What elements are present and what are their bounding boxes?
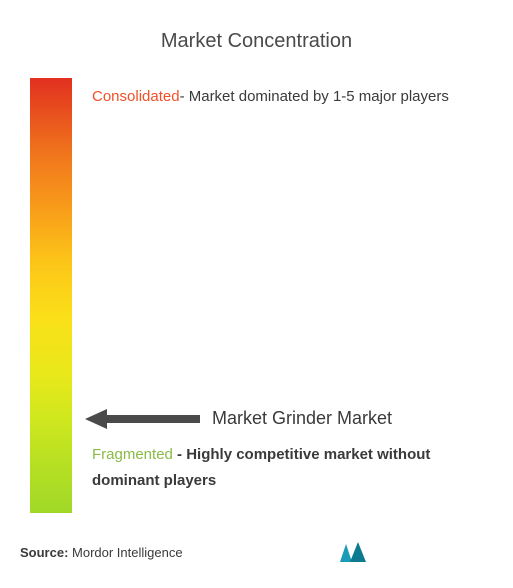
- source-attribution: Source: Mordor Intelligence: [20, 545, 183, 560]
- chart-area: Consolidated- Market dominated by 1-5 ma…: [20, 78, 493, 518]
- consolidated-label: Consolidated- Market dominated by 1-5 ma…: [92, 84, 483, 110]
- concentration-gradient-bar: [30, 78, 72, 513]
- consolidated-keyword: Consolidated: [92, 88, 180, 105]
- consolidated-description: - Market dominated by 1-5 major players: [180, 88, 449, 105]
- market-name-label: Market Grinder Market: [212, 408, 392, 429]
- source-value: Mordor Intelligence: [68, 545, 182, 560]
- mordor-logo-icon: [338, 540, 368, 564]
- fragmented-label: Fragmented - Highly competitive market w…: [92, 442, 483, 493]
- arrow-left-icon: [85, 409, 200, 429]
- chart-title: Market Concentration: [20, 30, 493, 53]
- market-pointer: Market Grinder Market: [85, 408, 392, 429]
- fragmented-keyword: Fragmented: [92, 446, 173, 463]
- source-label: Source:: [20, 545, 68, 560]
